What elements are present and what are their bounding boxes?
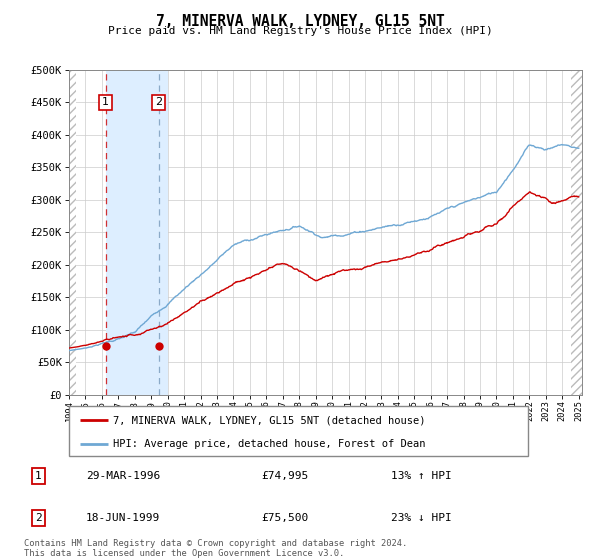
Bar — [571, 70, 583, 395]
Text: Price paid vs. HM Land Registry's House Price Index (HPI): Price paid vs. HM Land Registry's House … — [107, 26, 493, 36]
Text: 2: 2 — [155, 97, 163, 108]
Text: 23% ↓ HPI: 23% ↓ HPI — [391, 513, 451, 523]
Bar — [69, 70, 76, 395]
Text: 18-JUN-1999: 18-JUN-1999 — [86, 513, 160, 523]
Text: 7, MINERVA WALK, LYDNEY, GL15 5NT (detached house): 7, MINERVA WALK, LYDNEY, GL15 5NT (detac… — [113, 415, 425, 425]
Text: 29-MAR-1996: 29-MAR-1996 — [86, 471, 160, 481]
Text: Contains HM Land Registry data © Crown copyright and database right 2024.
This d: Contains HM Land Registry data © Crown c… — [24, 539, 407, 558]
Text: £74,995: £74,995 — [261, 471, 308, 481]
FancyBboxPatch shape — [69, 406, 528, 456]
Text: 1: 1 — [35, 471, 41, 481]
Text: HPI: Average price, detached house, Forest of Dean: HPI: Average price, detached house, Fore… — [113, 439, 425, 449]
Text: 1: 1 — [102, 97, 109, 108]
Text: £75,500: £75,500 — [261, 513, 308, 523]
Text: 13% ↑ HPI: 13% ↑ HPI — [391, 471, 451, 481]
Text: 7, MINERVA WALK, LYDNEY, GL15 5NT: 7, MINERVA WALK, LYDNEY, GL15 5NT — [155, 14, 445, 29]
Bar — [106, 70, 168, 395]
Text: 2: 2 — [35, 513, 41, 523]
